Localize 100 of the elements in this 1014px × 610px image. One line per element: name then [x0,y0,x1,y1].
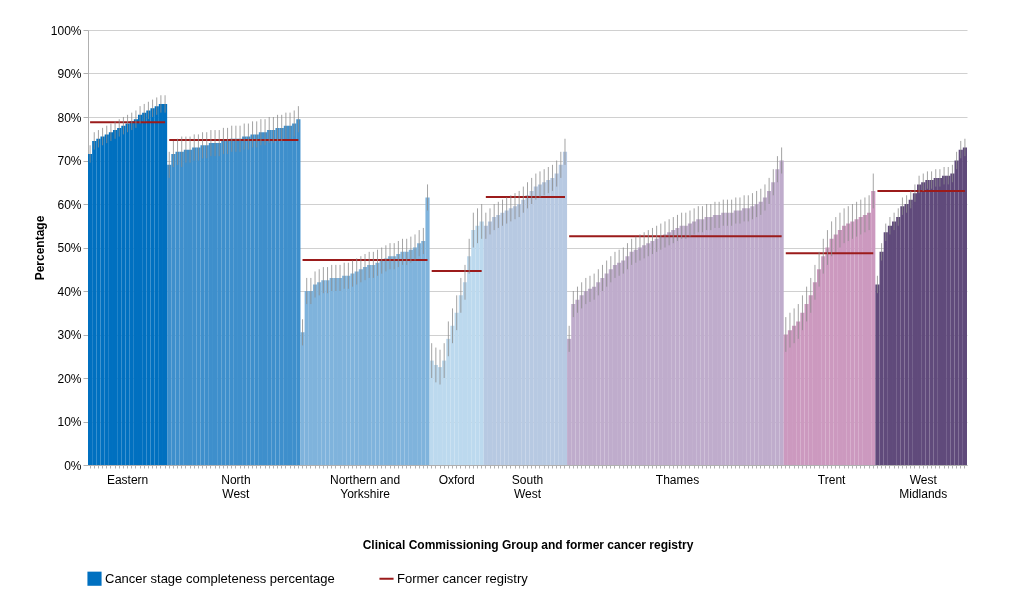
bar [400,251,405,465]
bar [729,212,734,465]
bar [142,112,147,465]
bar [858,217,863,465]
bar [537,184,543,465]
bar [387,256,393,465]
bar [750,206,755,465]
bar [92,140,97,465]
bar [625,256,630,465]
bar [904,204,909,465]
bar [654,238,659,465]
y-tick-label: 40% [57,284,82,299]
x-tick-label: North West [221,472,251,501]
bar [258,132,263,465]
bar [829,238,834,465]
x-axis-title: Clinical Commissioning Group and former cancer registry [362,537,694,552]
bar [312,284,318,465]
bar [900,206,905,465]
y-tick-label: 30% [57,328,82,342]
bar [512,206,518,465]
y-tick-label: 70% [57,154,82,168]
bar [346,275,351,465]
bar [604,273,609,465]
bar [958,149,963,465]
bar [371,264,376,465]
bar [683,225,688,465]
bar [496,214,501,465]
bar [700,219,705,465]
bar [183,149,188,465]
bar [842,225,847,465]
bar [246,136,251,465]
bar [429,360,434,465]
x-tick-label: Thames [655,472,700,487]
bar [487,221,493,465]
bar [692,221,697,465]
bar [229,138,234,465]
x-tick-label: South West [511,472,544,501]
bar [667,232,672,465]
bar [133,119,138,465]
bar [533,186,538,465]
bar [271,130,276,465]
bar [846,223,851,465]
bar [508,208,513,465]
bar [242,136,247,465]
bar [671,230,676,465]
bar [521,199,526,465]
bar [383,258,388,465]
bar [783,334,788,465]
bar [708,217,713,465]
bar [746,208,751,465]
legend-label: Cancer stage completeness percentage [105,570,335,586]
bar [892,221,897,465]
bar [479,221,484,465]
bar [504,210,509,465]
bar [379,260,384,465]
bar [262,132,268,465]
bar [150,108,155,465]
bar [933,177,938,465]
bar [279,127,284,465]
bar [542,182,547,465]
bar [304,291,309,465]
y-tick-label: 50% [57,241,82,255]
y-tick-label: 100% [50,23,82,38]
bar [113,130,118,465]
bar [946,175,951,465]
bar [642,245,647,465]
bar [608,269,613,465]
bar [475,225,480,465]
bar [342,275,347,465]
bar [704,217,709,465]
bar [754,204,759,465]
legend-label: Former cancer registry [397,570,529,586]
bar [596,282,601,465]
bar [375,262,380,465]
bar [483,225,488,465]
bar [679,225,684,465]
bar [175,151,180,465]
y-tick-label: 90% [57,67,82,81]
y-tick-label: 10% [57,415,82,429]
bar [587,288,593,465]
bar [117,127,122,465]
bar [337,277,343,465]
bar [204,145,209,465]
bar [221,140,226,465]
bar [646,243,651,465]
bar [850,221,855,465]
bar [225,140,230,465]
bar [600,277,605,465]
bar [96,138,101,465]
bar [333,277,338,465]
bar [696,219,701,465]
bar [583,291,588,465]
x-tick-label: Eastern [106,472,149,487]
bar [787,330,793,465]
bar [929,180,934,465]
bar [925,180,930,465]
bar [179,151,184,465]
bar [217,143,222,465]
bar [612,264,618,465]
bar [675,227,680,465]
